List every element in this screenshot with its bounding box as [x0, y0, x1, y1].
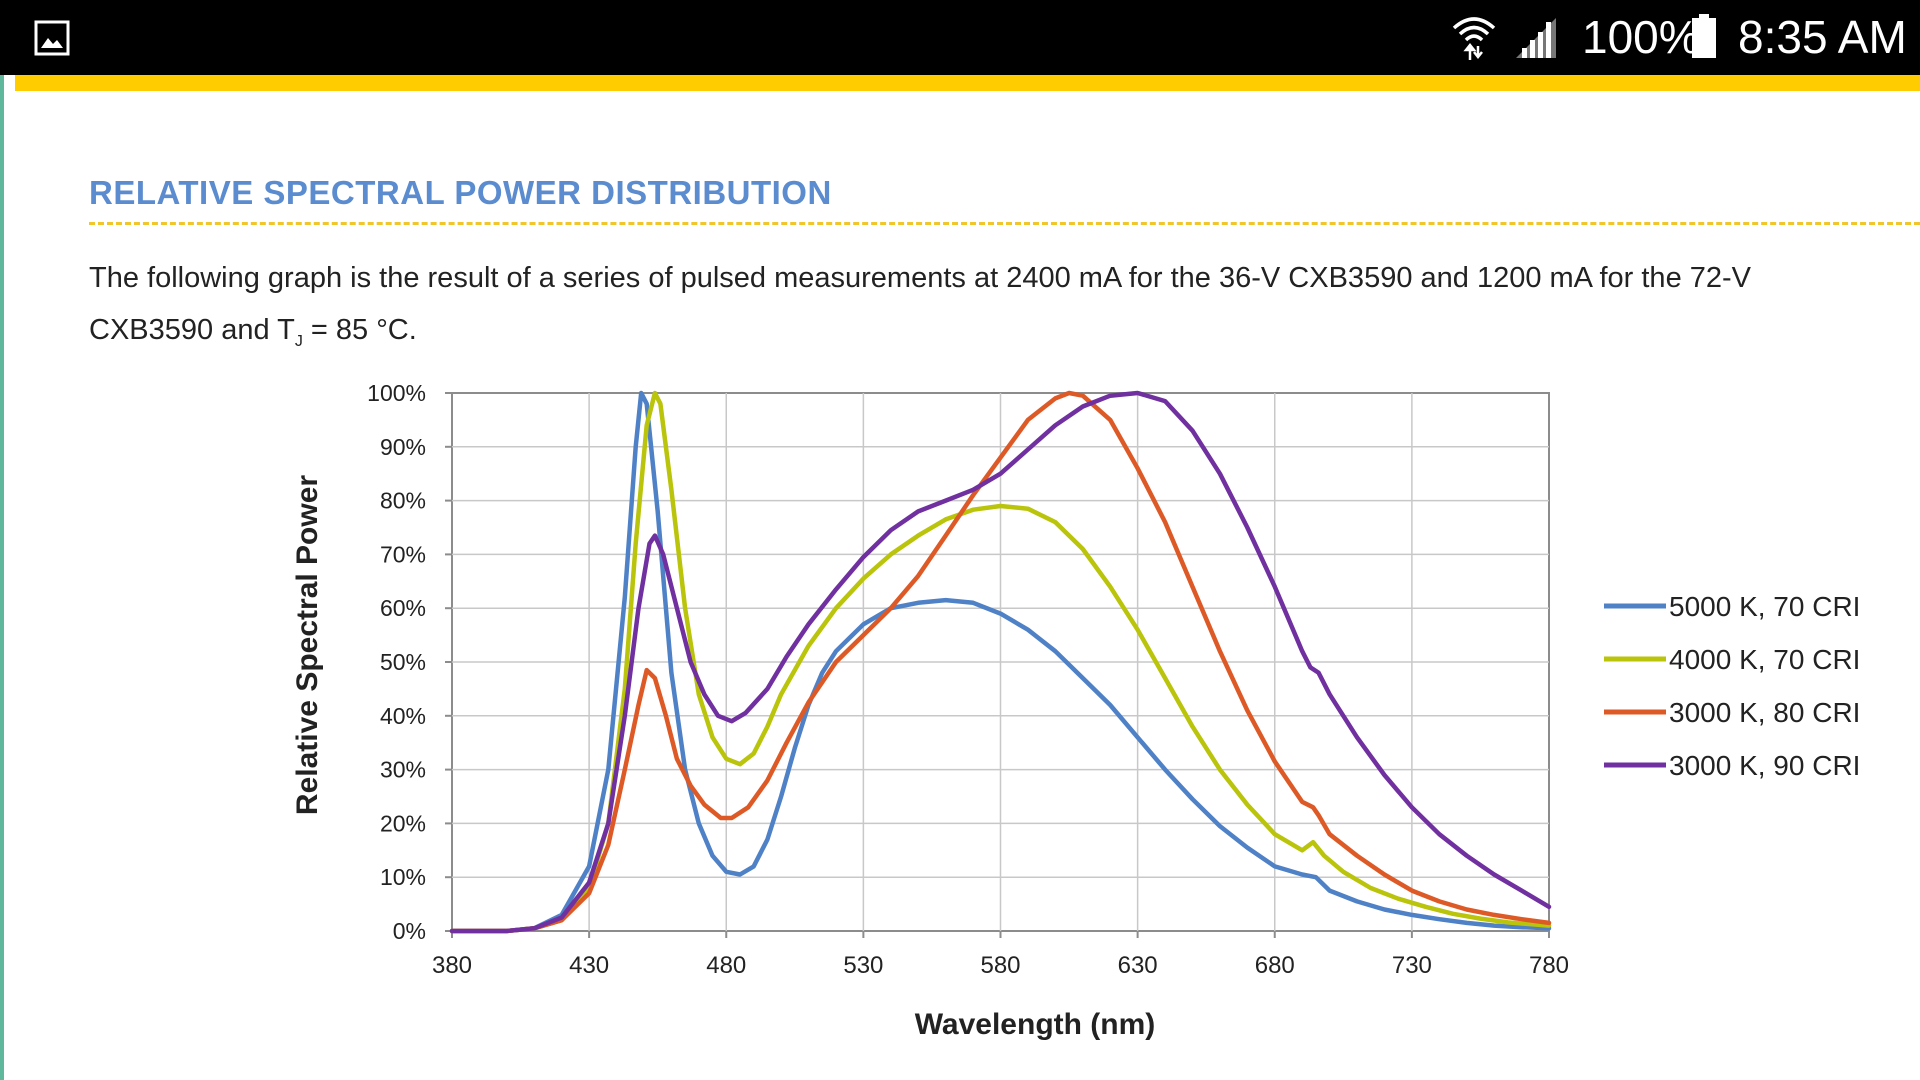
x-tick-label: 730 — [1392, 952, 1432, 979]
y-tick-label: 90% — [380, 434, 426, 460]
title-divider — [89, 222, 1920, 225]
junction-subscript: J — [294, 332, 303, 350]
legend-label: 3000 K, 80 CRI — [1669, 697, 1860, 728]
x-tick-label: 530 — [843, 952, 883, 979]
battery-icon — [1692, 14, 1716, 58]
x-tick-label: 780 — [1529, 952, 1569, 979]
x-tick-label: 430 — [569, 952, 609, 979]
series-layer — [449, 390, 1552, 934]
status-time: 8:35 AM — [1738, 11, 1907, 63]
series-line-2 — [449, 390, 1552, 934]
legend-label: 5000 K, 70 CRI — [1669, 591, 1860, 622]
battery-percentage: 100% — [1582, 11, 1700, 63]
y-tick-label: 70% — [380, 541, 426, 567]
x-axis-label: Wavelength (nm) — [915, 1008, 1156, 1041]
legend: 5000 K, 70 CRI 4000 K, 70 CRI 3000 K, 80 C… — [1604, 591, 1860, 781]
x-tick-label: 680 — [1255, 952, 1295, 979]
x-tick-label: 480 — [706, 952, 746, 979]
y-tick-label: 20% — [380, 810, 426, 836]
description-line-2-prefix: CXB3590 and T — [89, 314, 295, 346]
y-tick-label: 50% — [380, 649, 426, 675]
description-line-1: The following graph is the result of a s… — [89, 262, 1752, 294]
tick-labels: 380 430 480 530 580 630 680 730 780 0% 10% 20% 30% 40… — [367, 380, 1569, 979]
wifi-icon — [1452, 17, 1496, 60]
legend-label: 4000 K, 70 CRI — [1669, 644, 1860, 675]
section-title: RELATIVE SPECTRAL POWER DISTRIBUTION — [89, 174, 832, 211]
series-line-4 — [449, 390, 1552, 934]
y-tick-label: 80% — [380, 488, 426, 514]
y-tick-label: 0% — [393, 918, 426, 944]
signal-icon — [1516, 18, 1556, 58]
status-bar: 100% 8:35 AM — [0, 0, 1920, 75]
description-line-2-suffix: = 85 °C. — [302, 314, 417, 346]
gallery-icon[interactable] — [34, 20, 70, 56]
x-tick-label: 380 — [432, 952, 472, 979]
x-tick-label: 630 — [1118, 952, 1158, 979]
description-text: The following graph is the result of a s… — [89, 252, 1920, 368]
legend-label: 3000 K, 90 CRI — [1669, 750, 1860, 781]
accent-bar — [15, 75, 1920, 91]
y-tick-label: 100% — [367, 380, 426, 406]
y-tick-label: 30% — [380, 757, 426, 783]
y-tick-label: 10% — [380, 864, 426, 890]
y-tick-label: 40% — [380, 703, 426, 729]
series-line-3 — [449, 390, 1552, 934]
left-edge-rule — [0, 75, 4, 1080]
y-tick-label: 60% — [380, 595, 426, 621]
x-tick-label: 580 — [980, 952, 1020, 979]
y-axis-label: Relative Spectral Power — [291, 475, 324, 815]
